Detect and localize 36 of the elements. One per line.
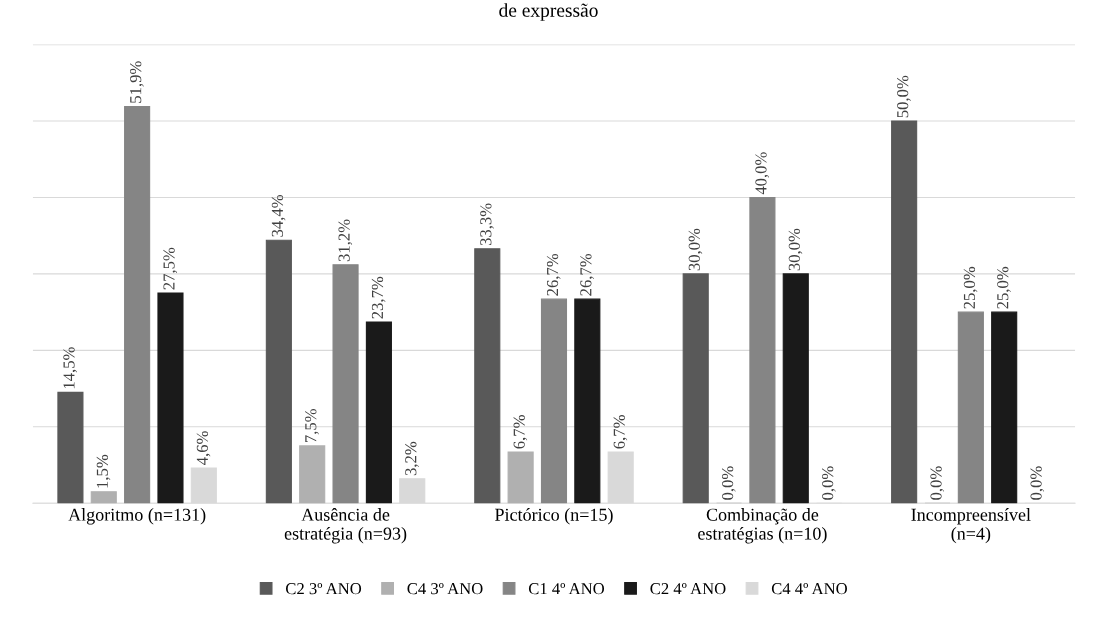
data-label: 31,2% (338, 219, 353, 262)
data-label: 6,7% (513, 415, 528, 449)
legend-label: C1 4º ANO (528, 583, 605, 595)
chart-title: de expressão (499, 3, 598, 21)
data-label: 26,7% (546, 253, 561, 296)
legend-label: C2 4º ANO (650, 583, 726, 595)
x-tick-label: Pictórico (n=15) (495, 508, 613, 525)
data-label: 14,5% (63, 347, 77, 389)
data-label: 40,0% (755, 152, 769, 195)
data-label: 0,0% (1030, 466, 1045, 500)
data-label: 1,5% (96, 454, 111, 488)
data-label: 6,7% (613, 415, 628, 449)
legend-label: C4 3º ANO (407, 583, 483, 595)
data-label: 51,9% (130, 61, 144, 103)
legend-label: C2 3º ANO (285, 583, 362, 595)
data-label: 0,0% (930, 466, 945, 500)
data-label: 0,0% (822, 466, 836, 500)
data-label: 34,4% (271, 195, 286, 237)
data-label: 30,0% (688, 228, 703, 271)
legend-label: C4 4º ANO (771, 583, 847, 595)
data-label: 50,0% (897, 75, 911, 118)
x-tick-label: Algoritmo (n=131) (68, 508, 206, 525)
data-label: 0,0% (721, 466, 736, 500)
data-label: 25,0% (997, 266, 1011, 309)
x-tick-label: Combinação de estratégias (n=10) (698, 508, 827, 544)
data-label: 4,6% (196, 431, 211, 465)
data-label: 27,5% (163, 247, 178, 290)
x-tick-label: Incompreensível (n=4) (911, 508, 1031, 544)
data-label: 33,3% (480, 203, 494, 246)
data-label: 7,5% (305, 408, 319, 443)
data-label: 25,0% (963, 266, 978, 309)
x-tick-label: Ausência de estratégia (n=93) (284, 508, 407, 544)
data-label: 3,2% (405, 441, 419, 476)
data-label: 26,7% (580, 253, 594, 296)
data-label: 30,0% (788, 228, 803, 271)
data-label: 23,7% (371, 276, 386, 319)
